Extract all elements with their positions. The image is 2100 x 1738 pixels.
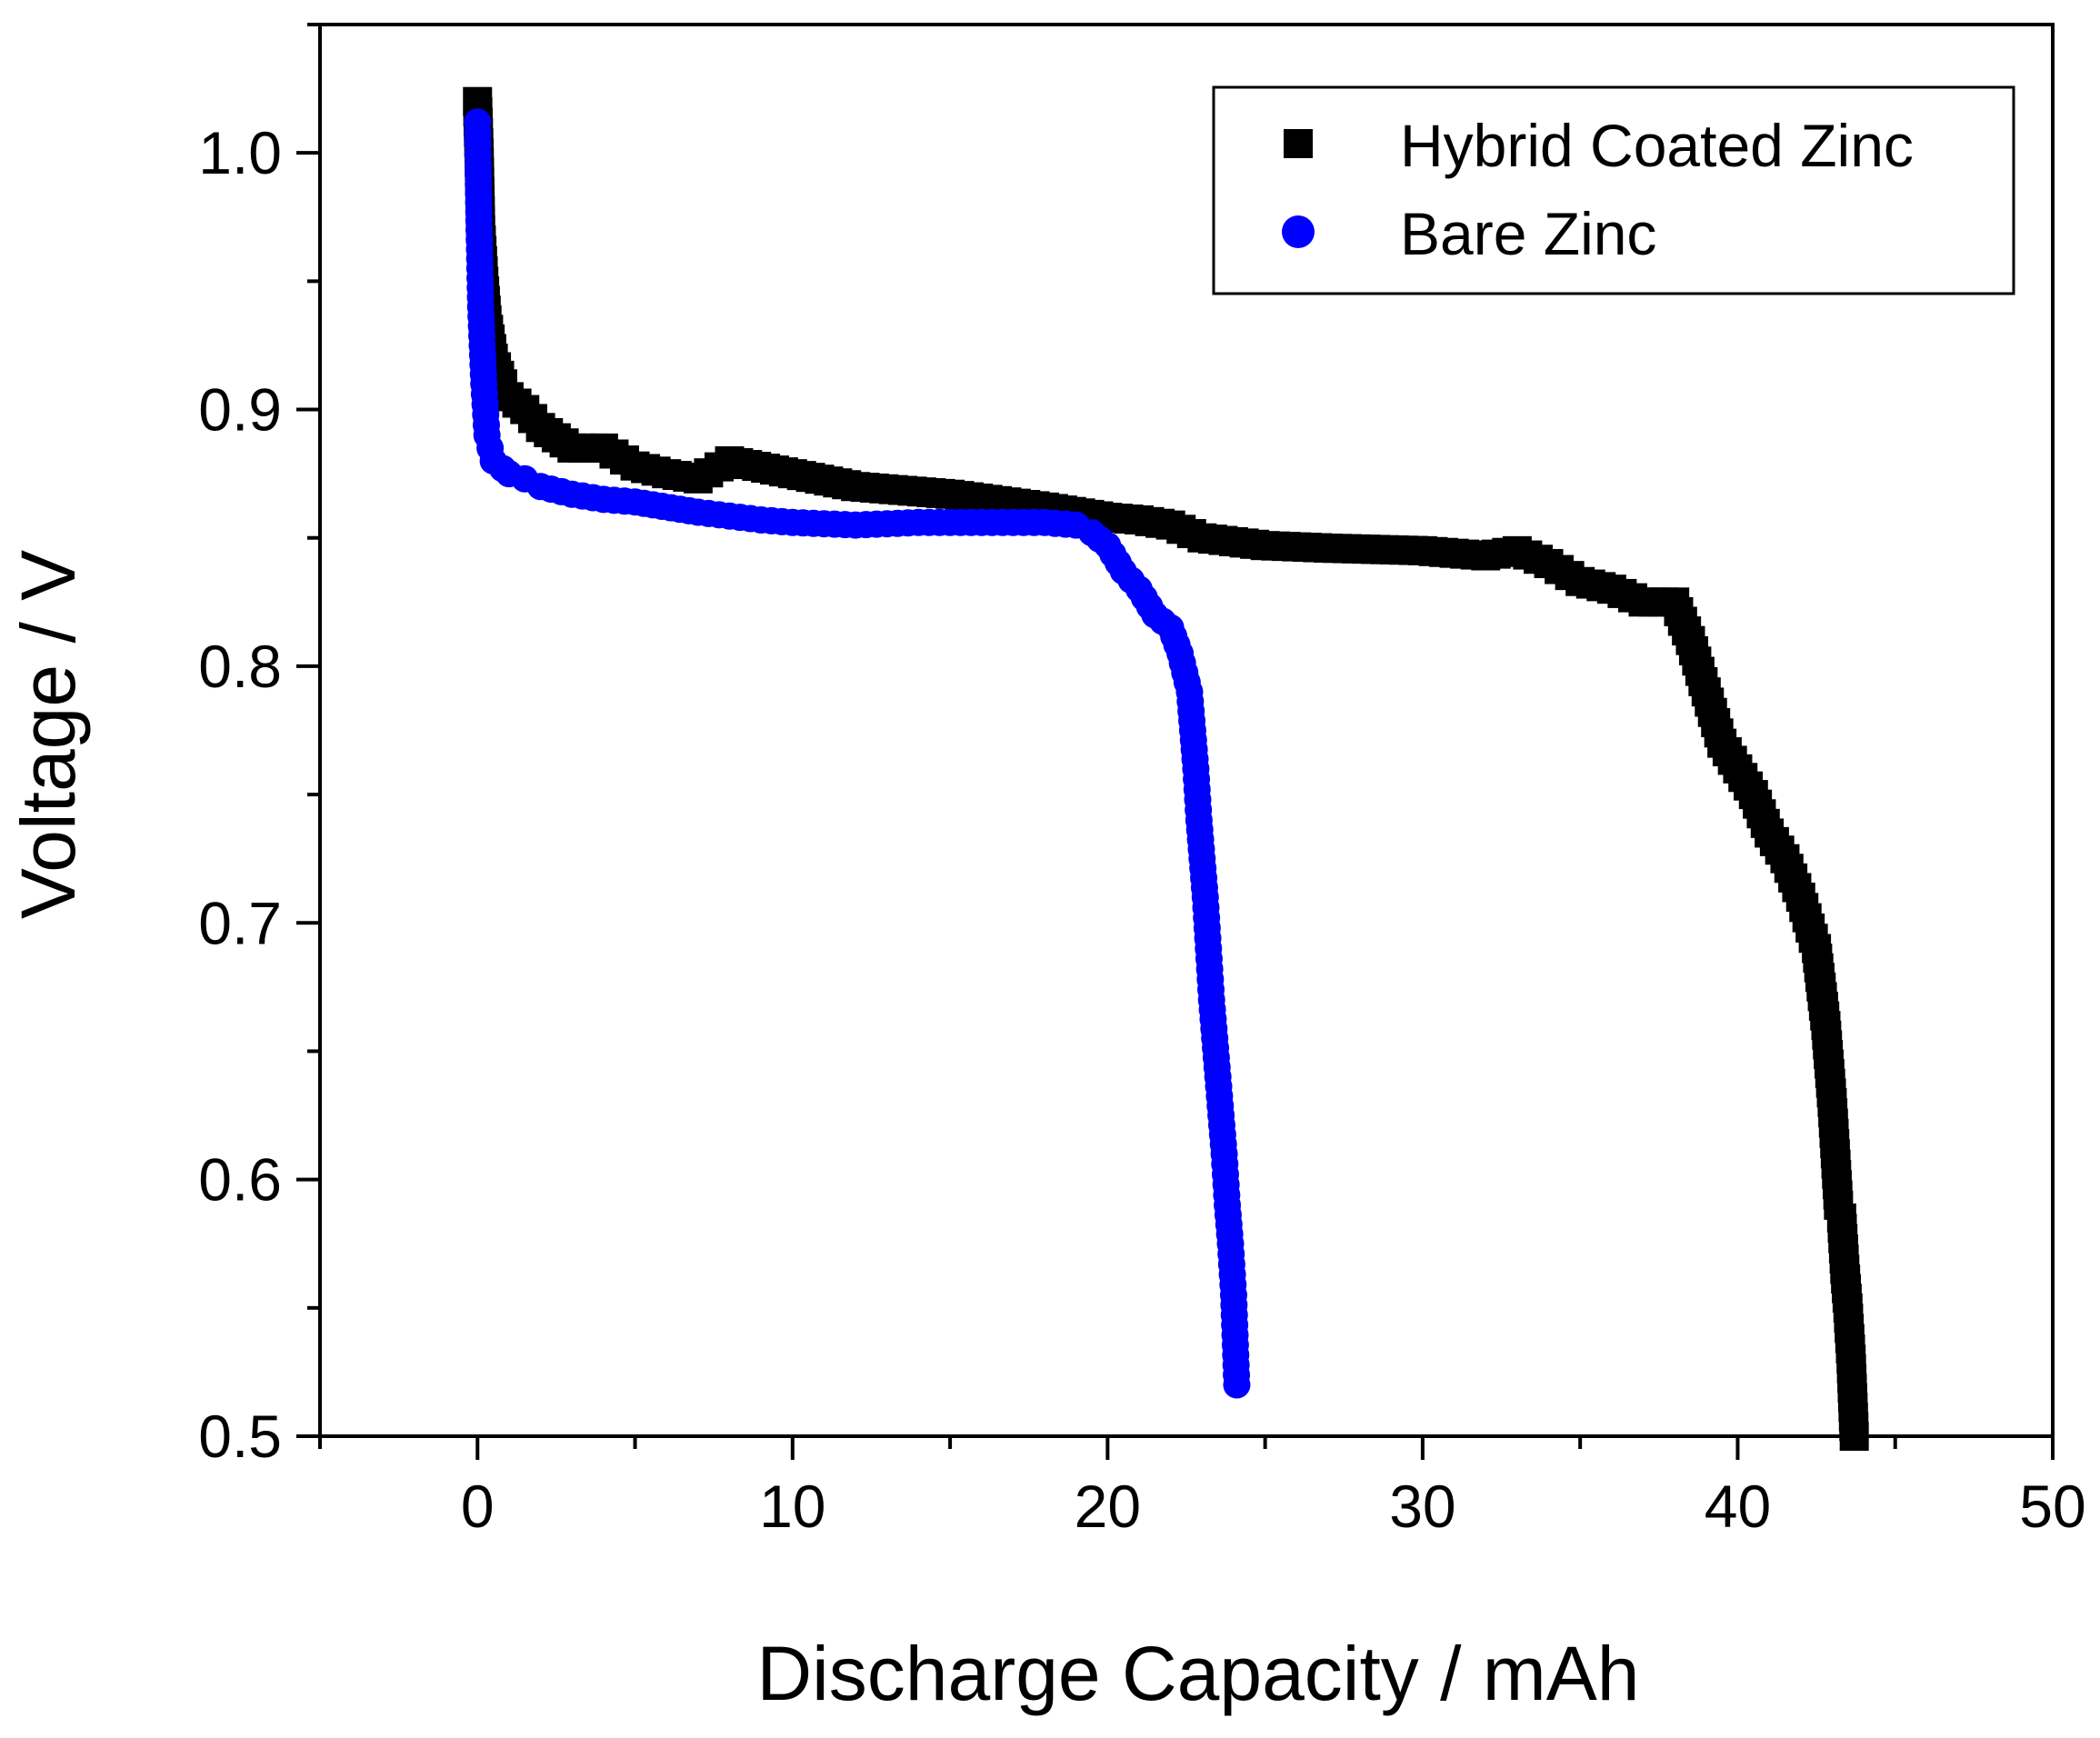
x-tick-label: 0 xyxy=(461,1473,495,1540)
y-tick-label: 0.9 xyxy=(198,376,282,444)
x-tick-label: 10 xyxy=(759,1473,825,1540)
legend-box xyxy=(1212,85,2015,295)
plot-frame xyxy=(318,23,2055,1438)
x-axis-title: Discharge Capacity / mAh xyxy=(756,1631,1639,1716)
x-tick-label: 30 xyxy=(1389,1473,1455,1540)
x-tick-label: 40 xyxy=(1705,1473,1771,1540)
y-tick-label: 0.8 xyxy=(198,633,282,700)
x-tick-label: 20 xyxy=(1075,1473,1141,1540)
y-tick-label: 0.5 xyxy=(198,1403,282,1470)
legend-marker-bare xyxy=(1282,215,1315,248)
legend-label-hybrid: Hybrid Coated Zinc xyxy=(1400,112,1914,179)
y-tick-label: 0.7 xyxy=(198,889,282,956)
data-layer xyxy=(463,86,1869,1451)
y-tick-label: 0.6 xyxy=(198,1146,282,1214)
legend: Hybrid Coated Zinc Bare Zinc xyxy=(1212,85,2015,295)
data-point xyxy=(1223,1371,1251,1399)
axes-layer: 0 10 20 30 40 50 0.5 0.6 0.7 0.8 0.9 1.0 xyxy=(198,23,2086,1540)
legend-label-bare: Bare Zinc xyxy=(1400,200,1656,267)
series-bare-zinc xyxy=(464,108,1251,1399)
legend-marker-hybrid xyxy=(1284,129,1313,158)
y-axis-title: Voltage / V xyxy=(5,550,91,919)
data-point xyxy=(1839,1422,1869,1451)
x-tick-label: 50 xyxy=(2019,1473,2085,1540)
y-tick-label: 1.0 xyxy=(198,119,282,186)
